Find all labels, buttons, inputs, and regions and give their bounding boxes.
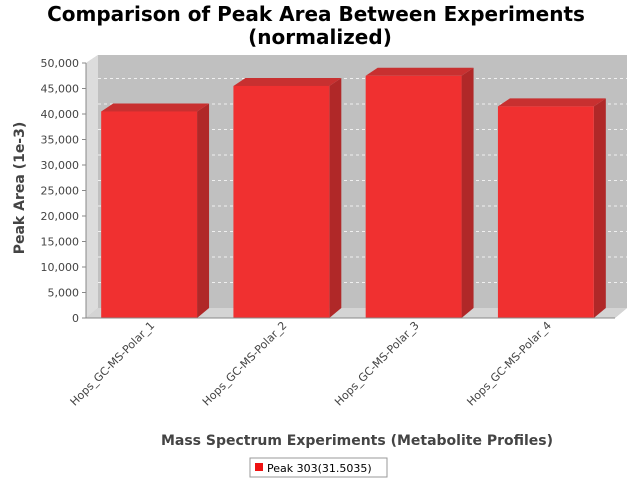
plot-left-wall <box>86 55 98 318</box>
bar-front <box>233 85 330 318</box>
y-axis: 0 5,000 10,000 15,000 20,000 25,000 30,000 35,0… <box>41 57 87 325</box>
x-axis-label: Mass Spectrum Experiments (Metabolite Pr… <box>161 433 553 449</box>
legend-box <box>249 457 388 478</box>
bar-top <box>233 77 342 86</box>
plot-background <box>86 55 627 318</box>
legend-label: Peak 303(31.5035) <box>267 462 372 475</box>
bar-front <box>365 75 462 318</box>
bar <box>497 98 606 318</box>
bar-top <box>101 103 210 112</box>
x-axis: Hops_GC-MS-Polar_1 Hops_GC-MS-Polar_2 Hops… <box>68 317 615 409</box>
y-tick-label: 25,000 <box>41 185 80 198</box>
bar-side <box>593 98 606 318</box>
bar-side <box>329 77 342 318</box>
bar-front <box>497 106 594 318</box>
bar <box>233 77 342 318</box>
y-tick-label: 35,000 <box>41 134 80 147</box>
y-tick-label: 40,000 <box>41 108 80 121</box>
y-tick-label: 10,000 <box>41 261 80 274</box>
x-tick-label: Hops_GC-MS-Polar_1 <box>68 319 158 409</box>
plot-area <box>86 55 627 318</box>
y-tick-label: 45,000 <box>41 83 80 96</box>
plot-floor <box>86 308 627 318</box>
bar-side <box>197 103 210 318</box>
y-tick-label: 30,000 <box>41 159 80 172</box>
x-tick-label: Hops_GC-MS-Polar_2 <box>200 319 290 409</box>
chart-title: Comparison of Peak Area Between Experime… <box>47 2 585 26</box>
bars <box>101 67 606 318</box>
y-tick-label: 0 <box>72 312 79 325</box>
bar <box>101 103 210 318</box>
y-tick-label: 5,000 <box>48 287 80 300</box>
x-tick-label: Hops_GC-MS-Polar_4 <box>464 319 554 409</box>
y-tick-label: 50,000 <box>41 57 80 70</box>
legend: Peak 303(31.5035) <box>249 457 388 478</box>
chart-subtitle: (normalized) <box>248 25 392 49</box>
bar-top <box>497 98 606 107</box>
y-tick-label: 15,000 <box>41 236 80 249</box>
bar-side <box>461 67 474 318</box>
bar-top <box>365 67 474 76</box>
y-axis-label: Peak Area (1e-3) <box>12 122 28 255</box>
legend-swatch <box>255 463 263 471</box>
x-tick-label: Hops_GC-MS-Polar_3 <box>332 319 422 409</box>
bar-front <box>101 111 198 318</box>
bar <box>365 67 474 318</box>
y-tick-label: 20,000 <box>41 210 80 223</box>
